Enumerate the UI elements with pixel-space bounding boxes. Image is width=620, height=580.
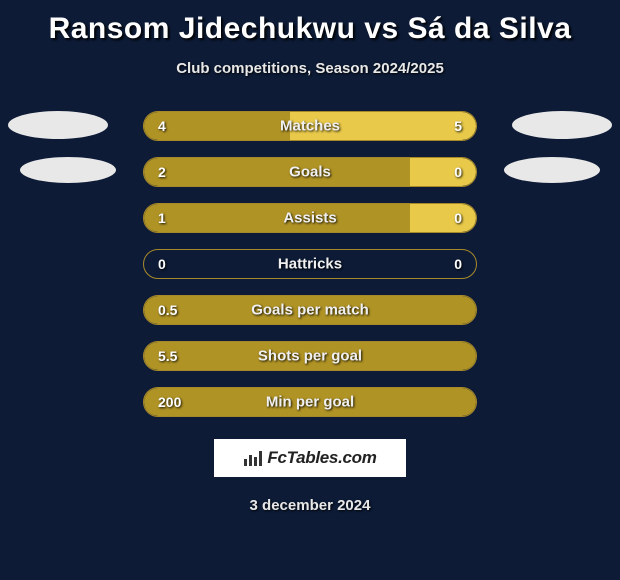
comparison-date: 3 december 2024 [0, 497, 620, 514]
stat-label: Shots per goal [258, 348, 362, 365]
comparison-subtitle: Club competitions, Season 2024/2025 [0, 60, 620, 77]
stat-label: Hattricks [278, 256, 342, 273]
stat-value-right: 5 [454, 118, 462, 134]
stat-value-left: 2 [158, 164, 166, 180]
stat-bar-fill-right [410, 158, 476, 186]
stat-label: Assists [283, 210, 336, 227]
stat-bar-fill-left [144, 158, 410, 186]
stat-value-left: 200 [158, 394, 181, 410]
stat-bar-fill-right [410, 204, 476, 232]
stat-row: Matches 4 5 [0, 111, 620, 141]
fctables-logo[interactable]: FcTables.com [214, 439, 406, 477]
stat-label: Goals per match [251, 302, 369, 319]
stat-row: Min per goal 200 [0, 387, 620, 417]
stat-value-right: 0 [454, 164, 462, 180]
stats-area: Matches45Goals20Assists10Hattricks00Goal… [0, 111, 620, 417]
stat-value-right: 0 [454, 210, 462, 226]
stat-row: Assists 1 0 [0, 203, 620, 233]
stat-row: Goals 2 0 [0, 157, 620, 187]
stat-value-left: 0 [158, 256, 166, 272]
comparison-title: Ransom Jidechukwu vs Sá da Silva [0, 0, 620, 46]
stat-value-left: 0.5 [158, 302, 177, 318]
fctables-logo-text: FcTables.com [267, 448, 376, 468]
fctables-bars-icon [243, 450, 263, 466]
stat-bar-fill-left [144, 204, 410, 232]
stat-value-left: 4 [158, 118, 166, 134]
stat-label: Goals [289, 164, 331, 181]
stat-bar-track: Shots per goal 5.5 [143, 341, 477, 371]
stat-value-left: 1 [158, 210, 166, 226]
stat-bar-track: Hattricks 0 0 [143, 249, 477, 279]
stat-bar-track: Goals per match 0.5 [143, 295, 477, 325]
stat-label: Matches [280, 118, 340, 135]
stat-label: Min per goal [266, 394, 354, 411]
stat-row: Shots per goal 5.5 [0, 341, 620, 371]
stat-row: Goals per match 0.5 [0, 295, 620, 325]
stat-value-left: 5.5 [158, 348, 177, 364]
stat-bar-track: Assists 1 0 [143, 203, 477, 233]
stat-bar-track: Min per goal 200 [143, 387, 477, 417]
stat-bar-track: Matches 4 5 [143, 111, 477, 141]
stat-value-right: 0 [454, 256, 462, 272]
stat-row: Hattricks 0 0 [0, 249, 620, 279]
stat-rows-container: Matches45Goals20Assists10Hattricks00Goal… [0, 111, 620, 417]
stat-bar-track: Goals 2 0 [143, 157, 477, 187]
